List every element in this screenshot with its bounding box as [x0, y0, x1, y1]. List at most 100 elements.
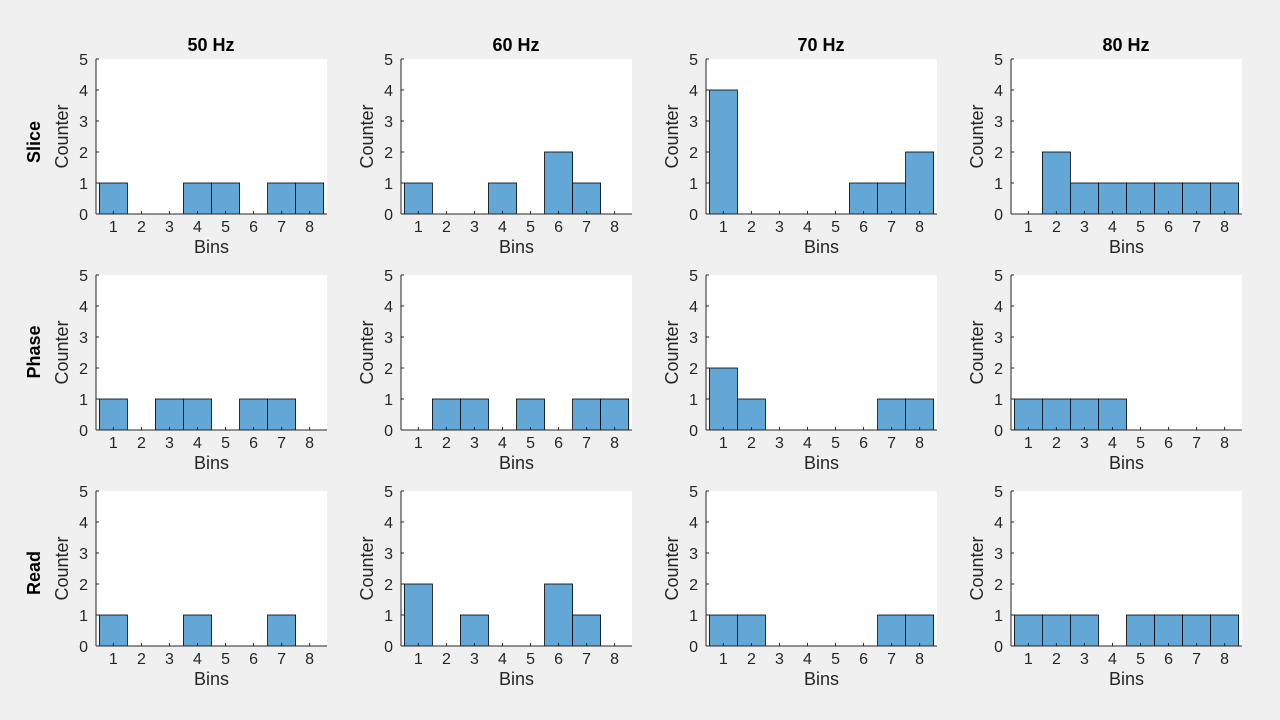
panel-r2-c3: 0 1 2 3 4 5 1 2 3 4 5 6 7 8 Bins Counter	[967, 484, 1242, 689]
y-tick-label-4: 4	[384, 515, 393, 532]
x-tick-label-6: 6	[249, 435, 258, 452]
x-tick-label-3: 3	[775, 651, 784, 668]
x-tick-label-1: 1	[414, 651, 423, 668]
x-tick-label-1: 1	[1024, 219, 1033, 236]
y-tick-label-3: 3	[994, 546, 1003, 563]
x-tick-label-4: 4	[193, 435, 202, 452]
bar-bin-1	[98, 182, 128, 215]
x-tick-label-5: 5	[526, 651, 535, 668]
x-tick-label-3: 3	[470, 435, 479, 452]
x-tick-label-3: 3	[165, 435, 174, 452]
bar-bin-4	[1098, 182, 1127, 215]
bar-bin-7	[572, 182, 602, 215]
y-tick-label-0: 0	[994, 639, 1003, 656]
y-tick-label-1: 1	[689, 176, 698, 193]
x-tick-label-5: 5	[1136, 219, 1145, 236]
bar-bin-3	[460, 614, 489, 647]
x-tick-label-1: 1	[719, 219, 728, 236]
x-tick-label-7: 7	[1192, 651, 1201, 668]
y-tick-label-3: 3	[384, 114, 393, 131]
x-tick-label-8: 8	[915, 651, 924, 668]
y-tick-label-1: 1	[994, 392, 1003, 409]
x-tick-label-6: 6	[1164, 651, 1173, 668]
x-tick-label-1: 1	[109, 435, 118, 452]
x-tick-label-7: 7	[887, 651, 896, 668]
y-tick-label-2: 2	[79, 145, 88, 162]
bar-bin-2	[1041, 398, 1071, 431]
y-tick-label-5: 5	[79, 52, 88, 69]
x-tick-label-4: 4	[803, 651, 812, 668]
y-tick-label-0: 0	[79, 423, 88, 440]
x-axis-label: Bins	[499, 669, 534, 689]
y-axis-label: Counter	[662, 536, 682, 600]
y-tick-label-3: 3	[79, 546, 88, 563]
x-tick-label-2: 2	[137, 651, 146, 668]
x-tick-label-7: 7	[1192, 435, 1201, 452]
y-tick-label-4: 4	[994, 299, 1003, 316]
y-axis-label: Counter	[52, 320, 72, 384]
x-tick-label-5: 5	[1136, 651, 1145, 668]
x-tick-label-2: 2	[1052, 219, 1061, 236]
y-tick-label-5: 5	[994, 484, 1003, 501]
x-tick-label-3: 3	[775, 435, 784, 452]
y-tick-label-3: 3	[384, 330, 393, 347]
x-axis-label: Bins	[194, 237, 229, 257]
x-tick-label-8: 8	[305, 435, 314, 452]
y-tick-label-3: 3	[79, 114, 88, 131]
x-tick-label-2: 2	[747, 435, 756, 452]
x-tick-label-8: 8	[305, 651, 314, 668]
bar-bin-4	[183, 182, 212, 215]
bar-bin-5	[516, 398, 545, 431]
x-tick-label-6: 6	[859, 435, 868, 452]
y-axis-label: Counter	[52, 104, 72, 168]
y-tick-label-1: 1	[384, 608, 393, 625]
y-tick-label-5: 5	[79, 268, 88, 285]
x-axis-label: Bins	[804, 237, 839, 257]
row-title-read: Read	[24, 551, 44, 595]
bar-bin-4	[183, 398, 212, 431]
x-tick-label-2: 2	[137, 219, 146, 236]
y-tick-label-1: 1	[689, 392, 698, 409]
bar-bin-6	[239, 398, 268, 431]
x-tick-label-6: 6	[249, 219, 258, 236]
y-tick-label-0: 0	[994, 207, 1003, 224]
x-tick-label-8: 8	[610, 435, 619, 452]
y-tick-label-1: 1	[994, 608, 1003, 625]
x-tick-label-2: 2	[1052, 651, 1061, 668]
bar-bin-2	[431, 398, 461, 431]
y-tick-label-2: 2	[689, 361, 698, 378]
panel-r1-c1: 0 1 2 3 4 5 1 2 3 4 5 6 7 8 Bins Counter	[357, 268, 632, 473]
x-axis-label: Bins	[1109, 669, 1144, 689]
x-tick-label-7: 7	[277, 435, 286, 452]
bar-bin-7	[877, 614, 907, 647]
y-axis-label: Counter	[967, 320, 987, 384]
x-tick-label-3: 3	[165, 651, 174, 668]
x-tick-label-8: 8	[1220, 435, 1229, 452]
bar-bin-2	[1041, 614, 1071, 647]
bar-bin-3	[460, 398, 489, 431]
y-tick-label-4: 4	[689, 83, 698, 100]
bar-bin-3	[1070, 614, 1099, 647]
bar-bin-2	[736, 398, 766, 431]
bar-bin-8	[600, 398, 630, 431]
panel-r1-c3: 0 1 2 3 4 5 1 2 3 4 5 6 7 8 Bins Counter	[967, 268, 1242, 473]
y-tick-label-5: 5	[384, 484, 393, 501]
y-tick-label-4: 4	[384, 83, 393, 100]
bar-bin-7	[267, 182, 297, 215]
bar-bin-2	[736, 614, 766, 647]
x-tick-label-5: 5	[526, 435, 535, 452]
y-tick-label-5: 5	[689, 484, 698, 501]
x-tick-label-2: 2	[442, 651, 451, 668]
y-tick-label-5: 5	[384, 52, 393, 69]
x-tick-label-8: 8	[610, 651, 619, 668]
x-tick-label-1: 1	[719, 651, 728, 668]
bar-bin-3	[155, 398, 184, 431]
y-tick-label-3: 3	[994, 114, 1003, 131]
x-axis-label: Bins	[1109, 453, 1144, 473]
bar-bin-6	[1154, 614, 1183, 647]
bar-bin-1	[708, 367, 738, 431]
x-tick-label-8: 8	[305, 219, 314, 236]
y-tick-label-0: 0	[384, 639, 393, 656]
x-tick-label-6: 6	[554, 435, 563, 452]
